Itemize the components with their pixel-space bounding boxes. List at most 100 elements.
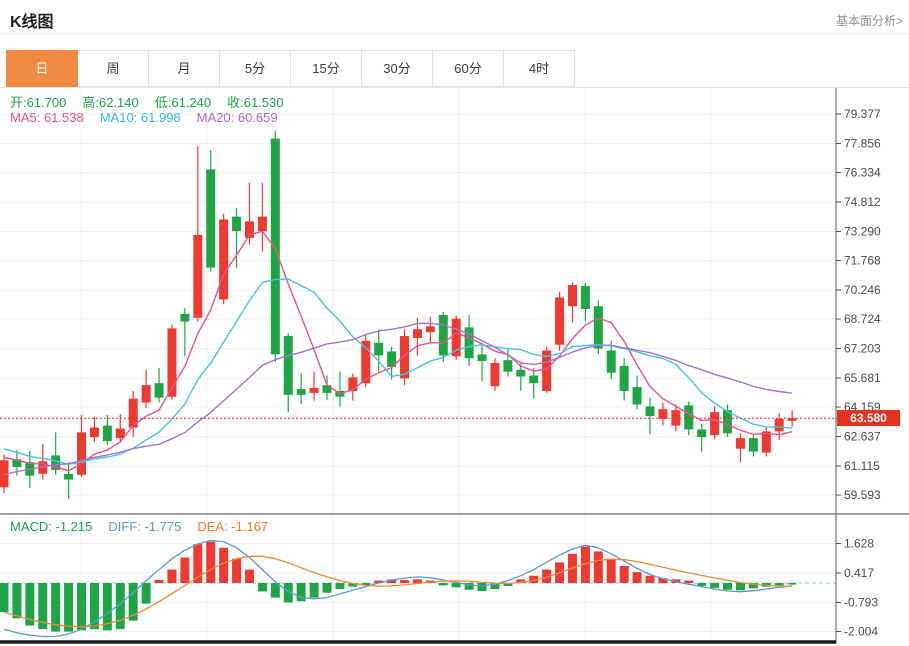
fundamental-analysis-link[interactable]: 基本面分析> [835,14,903,28]
y-axis-label: 65.681 [844,371,881,385]
y-axis-label: 68.724 [844,312,881,326]
y-axis-label: 74.812 [844,195,881,209]
candle-down [503,360,513,372]
macd-bar-negative [787,583,797,585]
dea-line [3,555,793,628]
candle-down [645,406,655,416]
candle-down [438,314,448,356]
candle-down [270,138,280,355]
macd-bar-positive [619,565,629,583]
candle-up [710,412,720,436]
candle-up [542,350,552,391]
candle-down [684,405,694,430]
candle-down [580,285,590,310]
candle-down [12,459,22,468]
macd-bar-negative [710,583,720,588]
candle-down [283,336,293,395]
macd-bar-negative [64,583,74,632]
candle-down [593,306,603,349]
macd-bar-negative [309,583,319,598]
candle-up [658,409,668,419]
candle-down [387,351,397,367]
macd-bar-negative [735,583,745,591]
macd-bar-negative [296,583,306,602]
period-tab-bar: 日周月 5分 15分 30分 60分 4时 [6,50,575,87]
candle-up [761,431,771,453]
diff-line [3,539,793,638]
macd-bar-negative [257,583,267,592]
tab-30min[interactable]: 30分 [362,50,433,87]
tab-15min[interactable]: 15分 [291,50,362,87]
macd-bar-negative [464,583,474,590]
ohlc-open: 开:61.700 [10,95,67,110]
tab-day[interactable]: 日 [6,50,78,87]
tab-month[interactable]: 月 [149,50,220,87]
candle-up [671,410,681,426]
candle-down [464,327,474,359]
macd-bar-positive [606,558,616,583]
candle-up [555,297,565,345]
macd-bar-negative [697,583,707,586]
candle-down [154,383,164,398]
macd-bar-positive [167,569,177,583]
macd-bar-negative [12,583,22,619]
macd-bar-negative [51,583,61,632]
tab-60min[interactable]: 60分 [433,50,504,87]
candle-down [374,342,384,356]
tab-week[interactable]: 周 [78,50,149,87]
macd-bar-positive [684,580,694,583]
macd-axis-label: -0.793 [844,595,878,609]
y-axis-label: 61.115 [844,459,880,473]
ohlc-close: 收:61.530 [227,95,284,110]
candle-up [400,336,410,379]
candle-up [193,234,203,318]
y-axis-label: 62.637 [844,429,881,443]
macd-diff: DIFF: -1.775 [108,519,182,534]
macd-bar-positive [658,578,668,583]
macd-bar-negative [451,583,461,588]
candle-up [38,461,48,474]
macd-bar-negative [748,583,758,589]
candle-down [206,169,216,268]
candle-down [748,438,758,452]
candle-down [632,387,642,405]
ohlc-high: 高:62.140 [82,95,139,110]
candle-up [787,418,797,421]
candle-down [477,354,487,362]
y-axis-label: 67.203 [844,342,881,356]
ma-ma5: MA5: 61.538 [10,110,84,125]
macd-bar-negative [723,583,733,590]
candle-up [567,285,577,307]
candle-up [412,329,422,338]
candle-down [296,389,306,395]
macd-bar-negative [89,583,99,630]
ma-readout: MA5: 61.538 MA10: 61.998 MA20: 60.659 [10,110,294,125]
ma5-line [3,230,793,472]
macd-bar-positive [516,579,526,583]
current-price-badge: 63.580 [837,410,900,427]
macd-bar-negative [115,583,125,630]
macd-bar-negative [361,583,371,586]
macd-axis-label: 0.417 [844,566,874,580]
candle-up [244,221,254,238]
kline-chart-canvas[interactable]: 79.377 77.856 76.334 74.812 73.290 71.768 70.2… [0,88,909,646]
macd-bar-negative [38,583,48,630]
candle-down [102,425,112,442]
candle-up [77,432,87,475]
macd-bar-positive [593,551,603,583]
candle-up [309,388,319,393]
macd-bar-positive [400,580,410,583]
macd-bar-positive [387,579,397,583]
y-axis-label: 70.246 [844,283,881,297]
macd-bar-negative [438,583,448,586]
tab-4hour[interactable]: 4时 [504,50,575,87]
macd-bar-negative [774,583,784,586]
candle-up [774,418,784,432]
macd-bar-negative [0,583,9,613]
macd-bar-positive [193,544,203,583]
y-axis-label: 59.593 [844,488,881,502]
macd-bar-negative [477,583,487,592]
tab-5min[interactable]: 5分 [220,50,291,87]
candle-up [348,377,358,391]
candle-up [490,363,500,387]
